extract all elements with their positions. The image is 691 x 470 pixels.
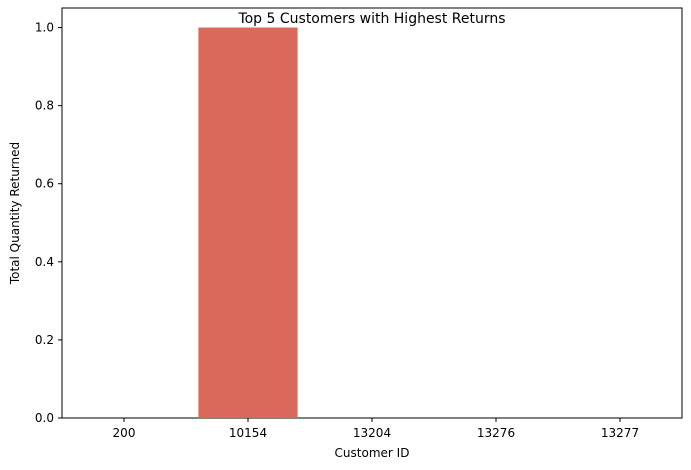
- y-tick-label: 0.6: [35, 177, 54, 191]
- bars-group: [198, 27, 298, 419]
- y-tick-label: 0.0: [35, 411, 54, 425]
- y-tick-label: 0.2: [35, 333, 54, 347]
- y-axis-ticks: 0.0 0.2 0.4 0.6 0.8 1.0: [35, 21, 62, 425]
- x-axis-label: Customer ID: [335, 446, 410, 460]
- x-tick-label: 13277: [601, 426, 639, 440]
- x-tick-label: 13204: [353, 426, 391, 440]
- x-tick-label: 200: [113, 426, 136, 440]
- y-axis-label: Total Quantity Returned: [8, 142, 22, 285]
- plot-area: 0.0 0.2 0.4 0.6 0.8 1.0 200 10154 13204 13276 132…: [35, 7, 683, 440]
- chart-title: Top 5 Customers with Highest Returns: [237, 11, 505, 27]
- x-tick-label: 10154: [229, 426, 267, 440]
- x-axis-ticks: 200 10154 13204 13276 13277: [113, 418, 639, 440]
- bar-10154: [198, 27, 298, 419]
- y-tick-label: 1.0: [35, 21, 54, 35]
- x-tick-label: 13276: [477, 426, 515, 440]
- y-tick-label: 0.8: [35, 99, 54, 113]
- y-tick-label: 0.4: [35, 255, 54, 269]
- plot-frame: [61, 7, 683, 419]
